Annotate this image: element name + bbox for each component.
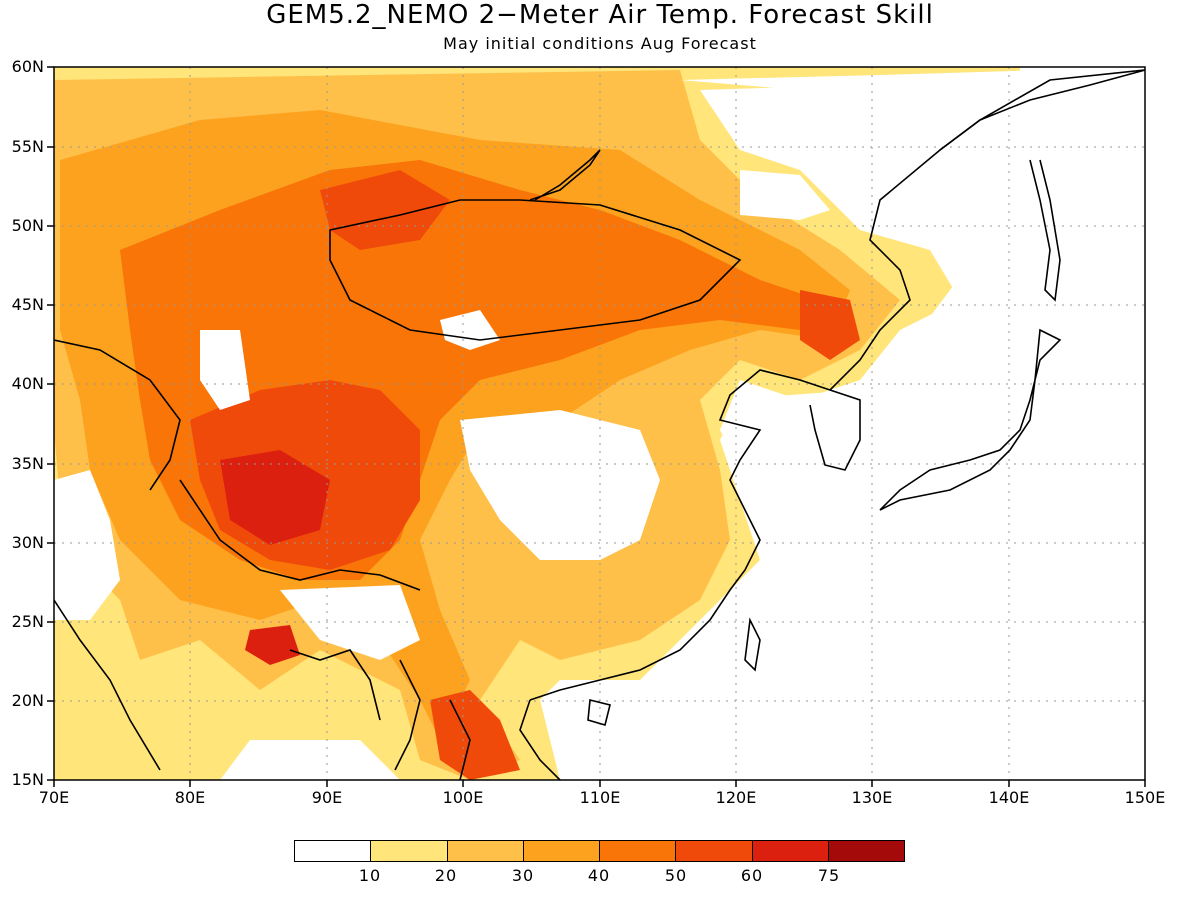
skill-region-very-high-northeast [800, 290, 860, 360]
legend-swatch [752, 841, 829, 861]
lon-label: 100E [442, 788, 484, 807]
coastline-okhotsk [939, 69, 1145, 151]
legend-tick-label: 50 [664, 866, 688, 885]
coastlines [54, 69, 1145, 780]
coastline-india-west [54, 599, 161, 771]
skill-region-extreme [220, 450, 330, 545]
graticule [54, 67, 1145, 780]
lat-label: 15N [11, 770, 44, 789]
legend-tick-label: 75 [817, 866, 841, 885]
lat-label: 45N [11, 295, 44, 314]
lat-label: 60N [11, 57, 44, 76]
legend-swatch [600, 841, 677, 861]
legend-tick-label: 10 [358, 866, 382, 885]
legend-swatch [828, 841, 904, 861]
lon-label: 140E [988, 788, 1030, 807]
lon-label: 110E [579, 788, 621, 807]
lon-label: 90E [311, 788, 343, 807]
legend-tick-label: 40 [587, 866, 611, 885]
lon-label: 120E [715, 788, 757, 807]
legend-swatch [523, 841, 600, 861]
border-himalaya [179, 479, 421, 591]
map-subtitle: May initial conditions Aug Forecast [443, 34, 757, 53]
lat-label: 50N [11, 216, 44, 235]
coastline-china-east [529, 69, 1145, 701]
lon-label: 70E [38, 788, 70, 807]
lat-label: 20N [11, 691, 44, 710]
coastline-japan [879, 328, 1062, 511]
map-title: GEM5.2_NEMO 2−Meter Air Temp. Forecast S… [266, 0, 934, 30]
lat-label: 35N [11, 454, 44, 473]
legend-swatch [371, 841, 448, 861]
legend-tick-label: 20 [434, 866, 458, 885]
skill-region-extreme-small [245, 625, 300, 665]
legend-tick-label: 60 [740, 866, 764, 885]
lat-label: 40N [11, 374, 44, 393]
lake-baikal [529, 149, 601, 201]
no-skill-patches [54, 67, 1145, 780]
lat-label: 25N [11, 612, 44, 631]
coastline-bay-bengal [289, 649, 381, 721]
skill-region-very-high-north [320, 170, 450, 250]
coastline-hainan [587, 698, 611, 727]
coastline-indochina [394, 659, 561, 780]
axis-ticks [47, 66, 1146, 787]
coastline-sakhalin [1029, 159, 1061, 302]
border-central-asia [54, 339, 181, 491]
lon-label: 150E [1124, 788, 1166, 807]
color-legend [294, 840, 905, 862]
border-mongolia [329, 199, 742, 341]
lat-label: 30N [11, 533, 44, 552]
coastline-taiwan [744, 617, 761, 672]
legend-swatch [447, 841, 524, 861]
lon-label: 130E [851, 788, 893, 807]
coastline-korea [809, 389, 861, 471]
lat-label: 55N [11, 137, 44, 156]
legend-tick-label: 30 [511, 866, 535, 885]
skill-region-southeast-asia [430, 690, 520, 780]
lon-label: 80E [174, 788, 206, 807]
legend-swatch [676, 841, 753, 861]
legend-swatch [295, 841, 372, 861]
